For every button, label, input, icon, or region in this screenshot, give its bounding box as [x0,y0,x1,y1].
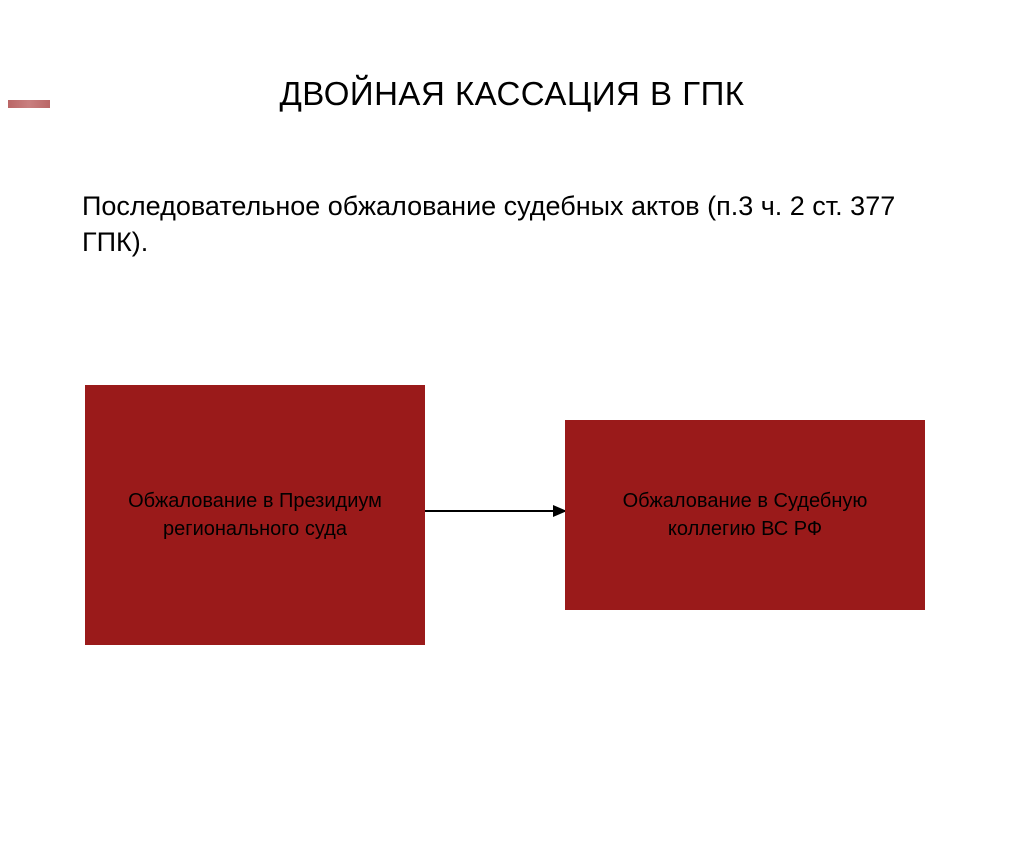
flowchart-node-left: Обжалование в Президиум регионального су… [85,385,425,645]
diagram-area: Обжалование в Президиум регионального су… [0,385,1024,665]
flowchart-arrow [425,510,565,512]
flowchart-node-right: Обжалование в Судебную коллегию ВС РФ [565,420,925,610]
slide-subtitle: Последовательное обжалование судебных ак… [82,188,964,261]
node-label-left: Обжалование в Президиум регионального су… [105,487,405,543]
slide-title: ДВОЙНАЯ КАССАЦИЯ В ГПК [0,75,1024,113]
node-label-right: Обжалование в Судебную коллегию ВС РФ [585,487,905,543]
slide-container: ДВОЙНАЯ КАССАЦИЯ В ГПК Последовательное … [0,75,1024,842]
thumbnail-marker [8,100,50,108]
